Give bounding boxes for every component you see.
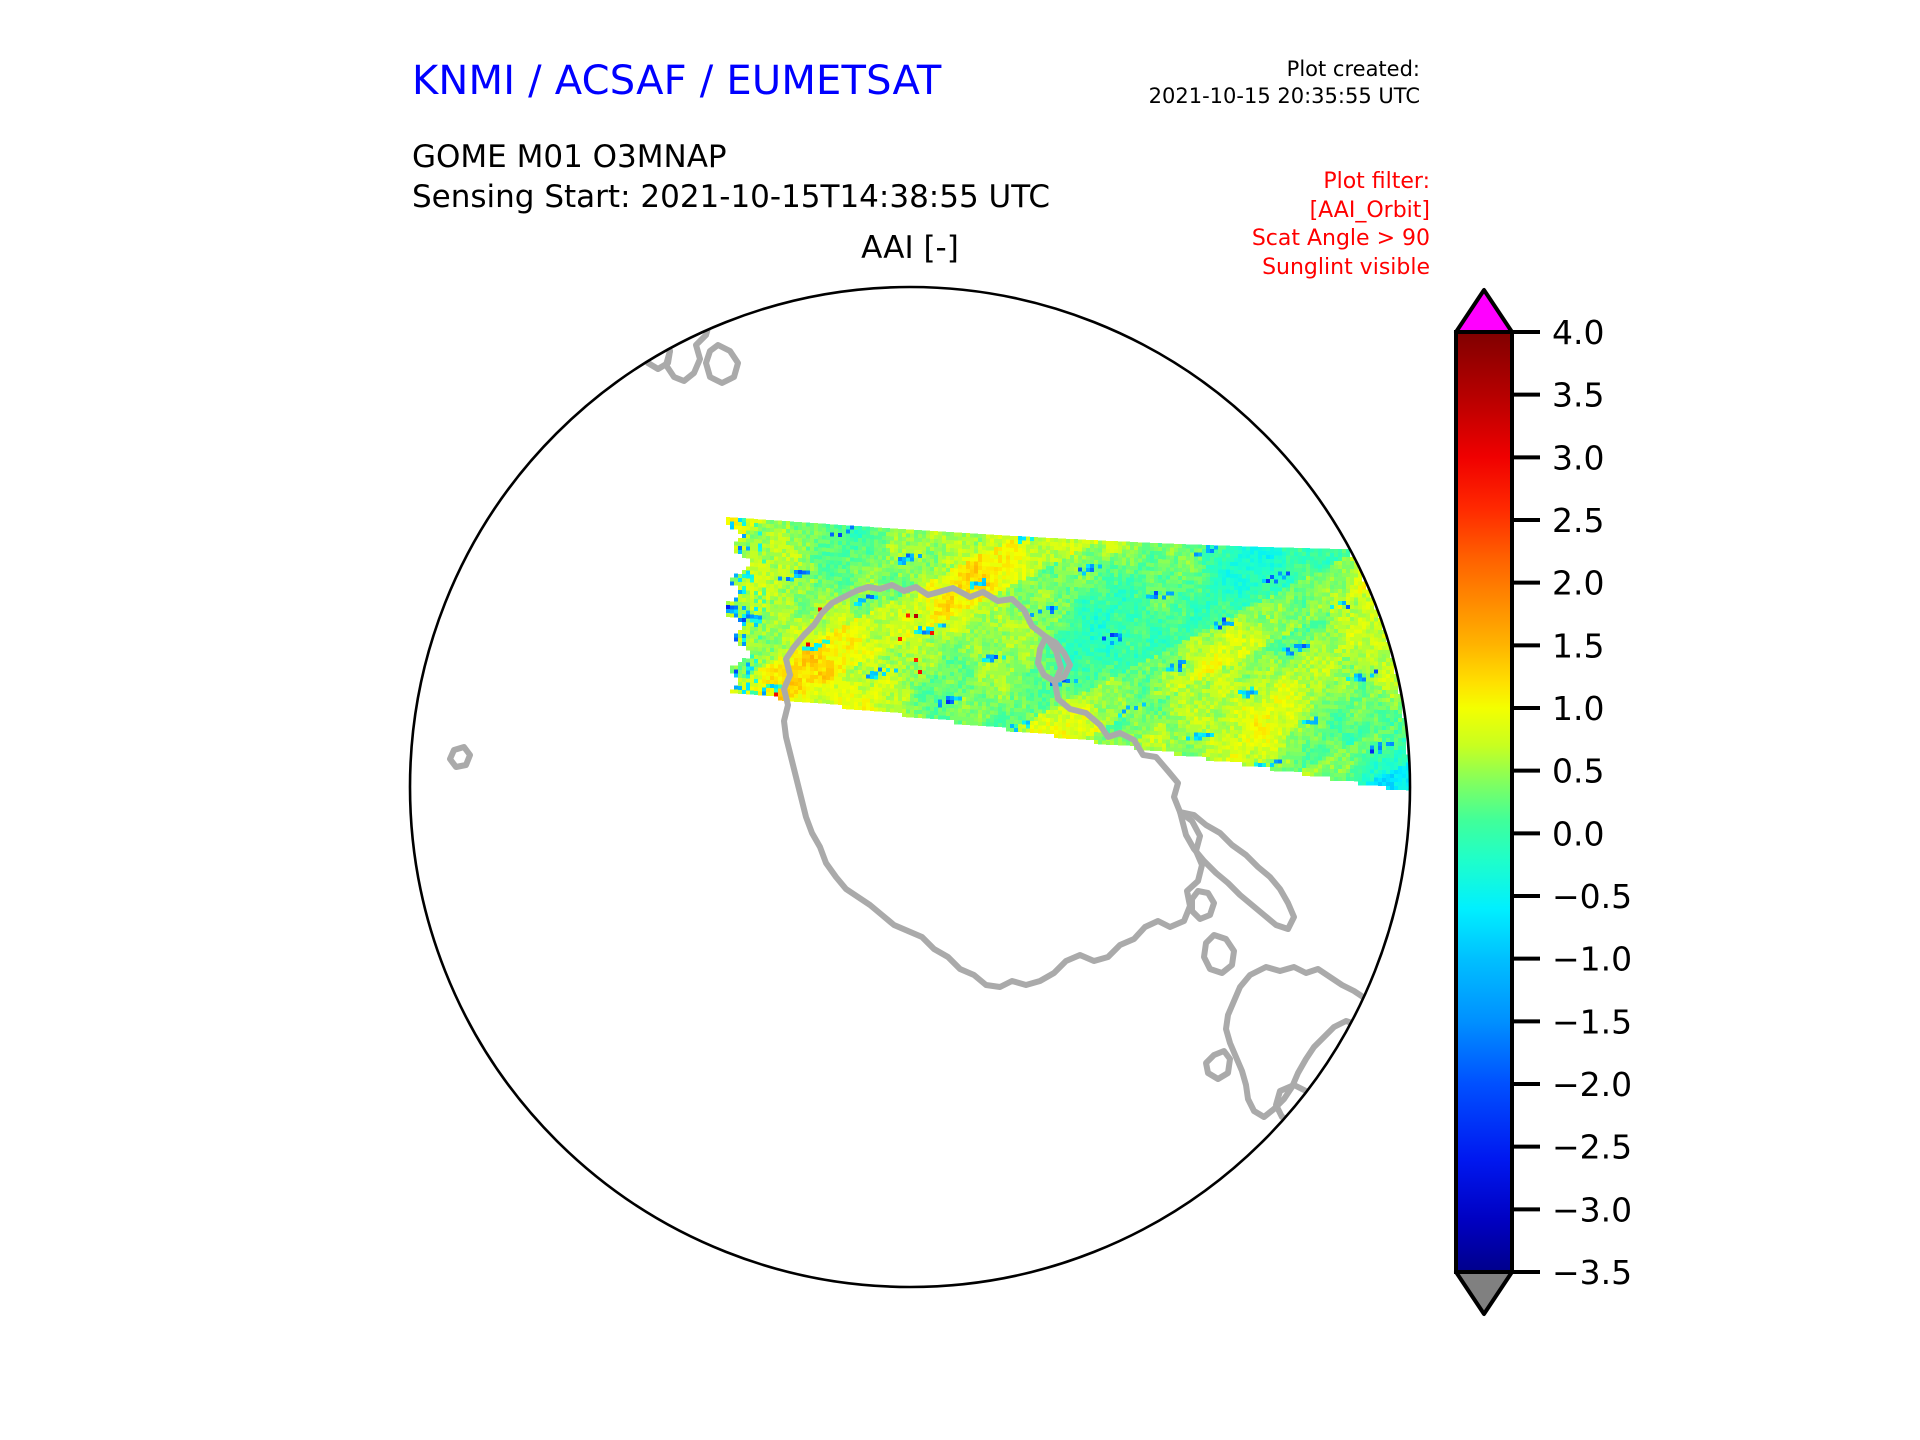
swath-pixel-group — [782, 561, 990, 701]
coastline-path — [447, 744, 473, 770]
colorbar-tick-label: 2.0 — [1552, 564, 1604, 603]
coastline-path — [1189, 888, 1217, 922]
swath-pixel-group — [742, 521, 1406, 781]
swath-pixel-group — [810, 654, 814, 659]
map-background — [410, 287, 1410, 1287]
swath-pixel-group — [742, 533, 1410, 786]
coastline-path — [1177, 809, 1297, 932]
colorbar-tick-label: −1.0 — [1552, 940, 1632, 979]
swath-pixel-group — [730, 518, 1398, 777]
swath-pixel-group — [806, 642, 810, 647]
plot-filter-line-1: Scat Angle > 90 — [1251, 226, 1430, 252]
colorbar-under-arrow — [1454, 1270, 1514, 1316]
plot-filter-line-2: Sunglint visible — [1262, 254, 1430, 280]
variable-title: AAI [-] — [861, 230, 959, 266]
satellite-swath-layer — [726, 517, 1410, 791]
coastline-path — [1203, 1048, 1233, 1082]
swath-pixel-group — [738, 522, 1406, 782]
colorbar-tick-label: 1.5 — [1552, 626, 1604, 665]
colorbar-tick-label: 2.5 — [1552, 501, 1604, 540]
swath-pixel-group — [734, 520, 1402, 773]
swath-pixel-group — [726, 605, 730, 609]
swath-pixel-group — [898, 613, 918, 662]
swath-pixel-group — [946, 699, 950, 704]
plot-filter-line-0: [AAI_Orbit] — [1309, 197, 1430, 223]
colorbar-tick-label: −0.5 — [1552, 877, 1632, 916]
colorbar-panel: 4.0 3.5 3.0 2.5 2.0 1.5 1.0 0.5 0.0 −0.5 −1.0 −1.5 −… — [1440, 280, 1840, 1320]
organisation-title: KNMI / ACSAF / EUMETSAT — [412, 58, 942, 104]
colorbar-tick-label: 1.0 — [1552, 689, 1604, 728]
swath-pixel-group — [754, 523, 1406, 782]
colorbar-tick-label: 4.0 — [1552, 313, 1604, 352]
colorbar-tick-label: −2.5 — [1552, 1128, 1632, 1167]
coastline-path — [781, 582, 1205, 990]
colorbar-tick-label: −2.0 — [1552, 1065, 1632, 1104]
map-panel — [408, 285, 1412, 1289]
plot-filter-title: Plot filter: — [1323, 169, 1430, 194]
map-svg — [408, 285, 1412, 1289]
plot-created-block: Plot created: 2021-10-15 20:35:55 UTC — [1100, 56, 1420, 110]
colorbar-svg: 4.0 3.5 3.0 2.5 2.0 1.5 1.0 0.5 0.0 −0.5 −1.0 −1.5 −… — [1454, 288, 1632, 1316]
coastline-path — [697, 287, 729, 322]
coastline-path — [703, 342, 741, 386]
swath-pixel-group — [1370, 749, 1374, 754]
sensing-start: Sensing Start: 2021-10-15T14:38:55 UTC — [412, 178, 1050, 215]
colorbar-tick-label: 0.0 — [1552, 814, 1604, 853]
colorbar-tick-label: −3.5 — [1552, 1253, 1632, 1292]
colorbar-tick-label: 3.0 — [1552, 438, 1604, 477]
colorbar-tick-label: 0.5 — [1552, 752, 1604, 791]
colorbar-gradient-bar — [1454, 330, 1514, 1274]
swath-pixel-group — [914, 613, 918, 618]
colorbar-over-arrow — [1454, 288, 1514, 334]
coastline-path — [1223, 964, 1379, 1120]
colorbar-tick-label: −3.0 — [1552, 1190, 1632, 1229]
globe-boundary-circle — [408, 285, 1412, 1289]
plot-filter-block: Plot filter: [AAI_Orbit] Scat Angle > 90… — [1120, 168, 1430, 282]
coastline-path — [1201, 932, 1237, 976]
plot-created-time: 2021-10-15 20:35:55 UTC — [1148, 83, 1420, 108]
swath-pixel-group — [730, 519, 1406, 781]
plot-created-label: Plot created: — [1286, 57, 1420, 81]
colorbar-tick-label: −1.5 — [1552, 1002, 1632, 1041]
colorbar-ticks: 4.0 3.5 3.0 2.5 2.0 1.5 1.0 0.5 0.0 −0.5 −1.0 −1.5 −… — [1512, 313, 1632, 1292]
colorbar-tick-label: 3.5 — [1552, 376, 1604, 415]
product-block: GOME M01 O3MNAP Sensing Start: 2021-10-1… — [412, 138, 1050, 217]
coastline-path — [1035, 634, 1073, 684]
product-name: GOME M01 O3MNAP — [412, 139, 727, 175]
